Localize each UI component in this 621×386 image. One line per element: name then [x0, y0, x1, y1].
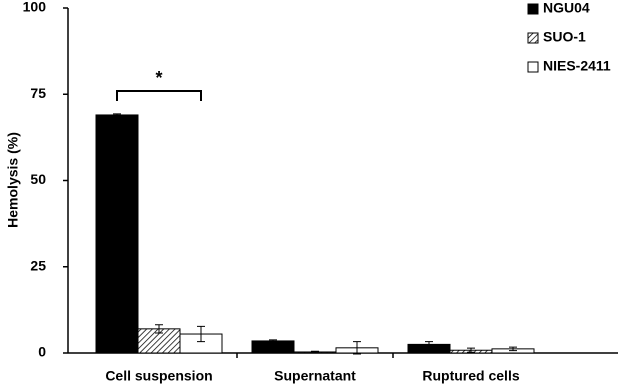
significance-label: * [155, 68, 162, 88]
y-tick-label: 50 [30, 171, 46, 187]
error-bar [269, 339, 277, 343]
error-bar [113, 113, 121, 117]
legend-label: NGU04 [543, 0, 590, 16]
x-tick-label: Ruptured cells [422, 368, 519, 384]
legend-label: SUO-1 [543, 29, 586, 45]
legend-swatch [527, 32, 539, 44]
y-axis-label: Hemolysis (%) [5, 132, 21, 228]
x-tick-label: Cell suspension [105, 368, 212, 384]
y-tick-label: 75 [30, 85, 46, 101]
significance-bracket [116, 90, 202, 101]
legend-swatch [527, 61, 539, 73]
error-bar [353, 341, 361, 355]
y-tick-label: 25 [30, 257, 46, 273]
error-bar [509, 346, 517, 352]
y-tick-label: 100 [23, 0, 47, 15]
bar [95, 114, 139, 354]
bar [251, 340, 295, 354]
error-bar [311, 350, 319, 354]
legend-swatch [527, 3, 539, 15]
legend-label: NIES-2411 [543, 58, 611, 74]
error-bar [425, 341, 433, 348]
y-tick-label: 0 [38, 344, 46, 360]
error-bar [155, 324, 163, 334]
error-bar [467, 347, 475, 353]
x-tick-label: Supernatant [274, 368, 356, 384]
error-bar [197, 325, 205, 343]
